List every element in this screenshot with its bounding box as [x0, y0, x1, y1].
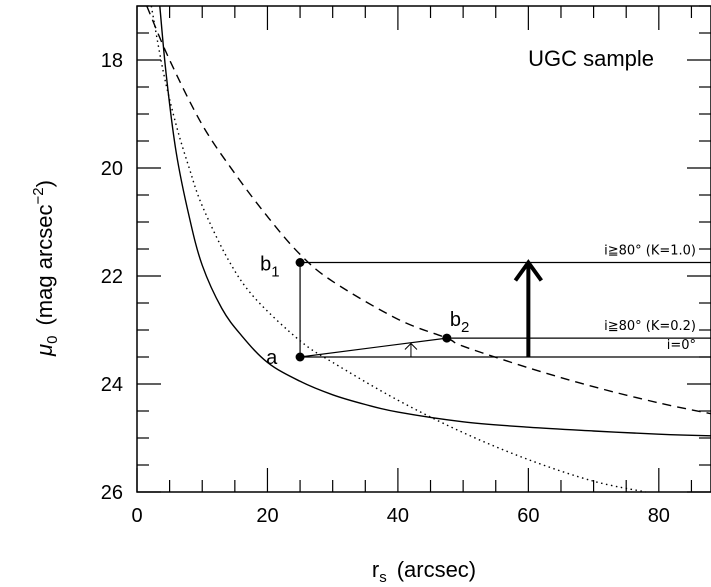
- point-label-main: b: [260, 254, 271, 276]
- y-axis-symbol: μ: [32, 344, 57, 357]
- point-label: b1: [260, 254, 279, 281]
- reference-lines: i≧80° (K=1.0) i≧80° (K=0.2) i=0°: [299, 244, 711, 358]
- point-b2: [442, 333, 452, 343]
- reference-line-label: i=0°: [667, 338, 696, 353]
- y-axis-superscript: −2: [30, 187, 47, 204]
- point-label-subscript: 1: [271, 264, 279, 281]
- point-a: [295, 352, 305, 362]
- y-tick-label: 26: [101, 482, 123, 504]
- connector-a-b2: [299, 337, 447, 358]
- chart-title: UGC sample: [528, 46, 654, 71]
- point-label-subscript: 2: [461, 319, 469, 336]
- reference-line-label: i≧80° (K=1.0): [604, 244, 696, 259]
- point-label-main: b: [450, 309, 461, 331]
- curve-dotted: [150, 5, 646, 493]
- y-axis-close: ): [32, 180, 57, 187]
- tick-labels: 0 20 40 60 80 18 20 22 24 26: [101, 50, 670, 527]
- x-axis-unit: (arcsec): [397, 557, 476, 582]
- x-tick-label: 0: [131, 505, 142, 527]
- x-axis-title: rs (arcsec): [372, 557, 476, 586]
- y-tick-label: 20: [101, 158, 123, 180]
- point-b1: [295, 258, 305, 267]
- y-axis-title: μ0 (mag arcsec−2): [30, 180, 61, 357]
- y-axis-subscript: 0: [44, 336, 61, 344]
- x-axis-subscript: s: [379, 569, 387, 586]
- point-label: b2: [450, 309, 469, 336]
- small-arrow-head: [404, 342, 418, 350]
- curve-dashed: [146, 5, 711, 415]
- x-tick-label: 60: [517, 505, 539, 527]
- curve-solid: [159, 5, 711, 437]
- y-tick-label: 18: [101, 50, 123, 72]
- x-tick-label: 40: [387, 505, 409, 527]
- x-axis-symbol: r: [372, 557, 379, 582]
- big-arrow-head: [513, 259, 543, 282]
- y-axis-unit: (mag arcsec: [32, 204, 57, 325]
- x-tick-label: 80: [648, 505, 670, 527]
- point-label: a: [266, 347, 278, 369]
- x-tick-label: 20: [256, 505, 278, 527]
- reference-line-label: i≧80° (K=0.2): [604, 319, 696, 334]
- point-label-main: a: [266, 347, 278, 369]
- y-tick-label: 24: [101, 374, 123, 396]
- curves: [146, 5, 711, 493]
- y-tick-label: 22: [101, 266, 123, 288]
